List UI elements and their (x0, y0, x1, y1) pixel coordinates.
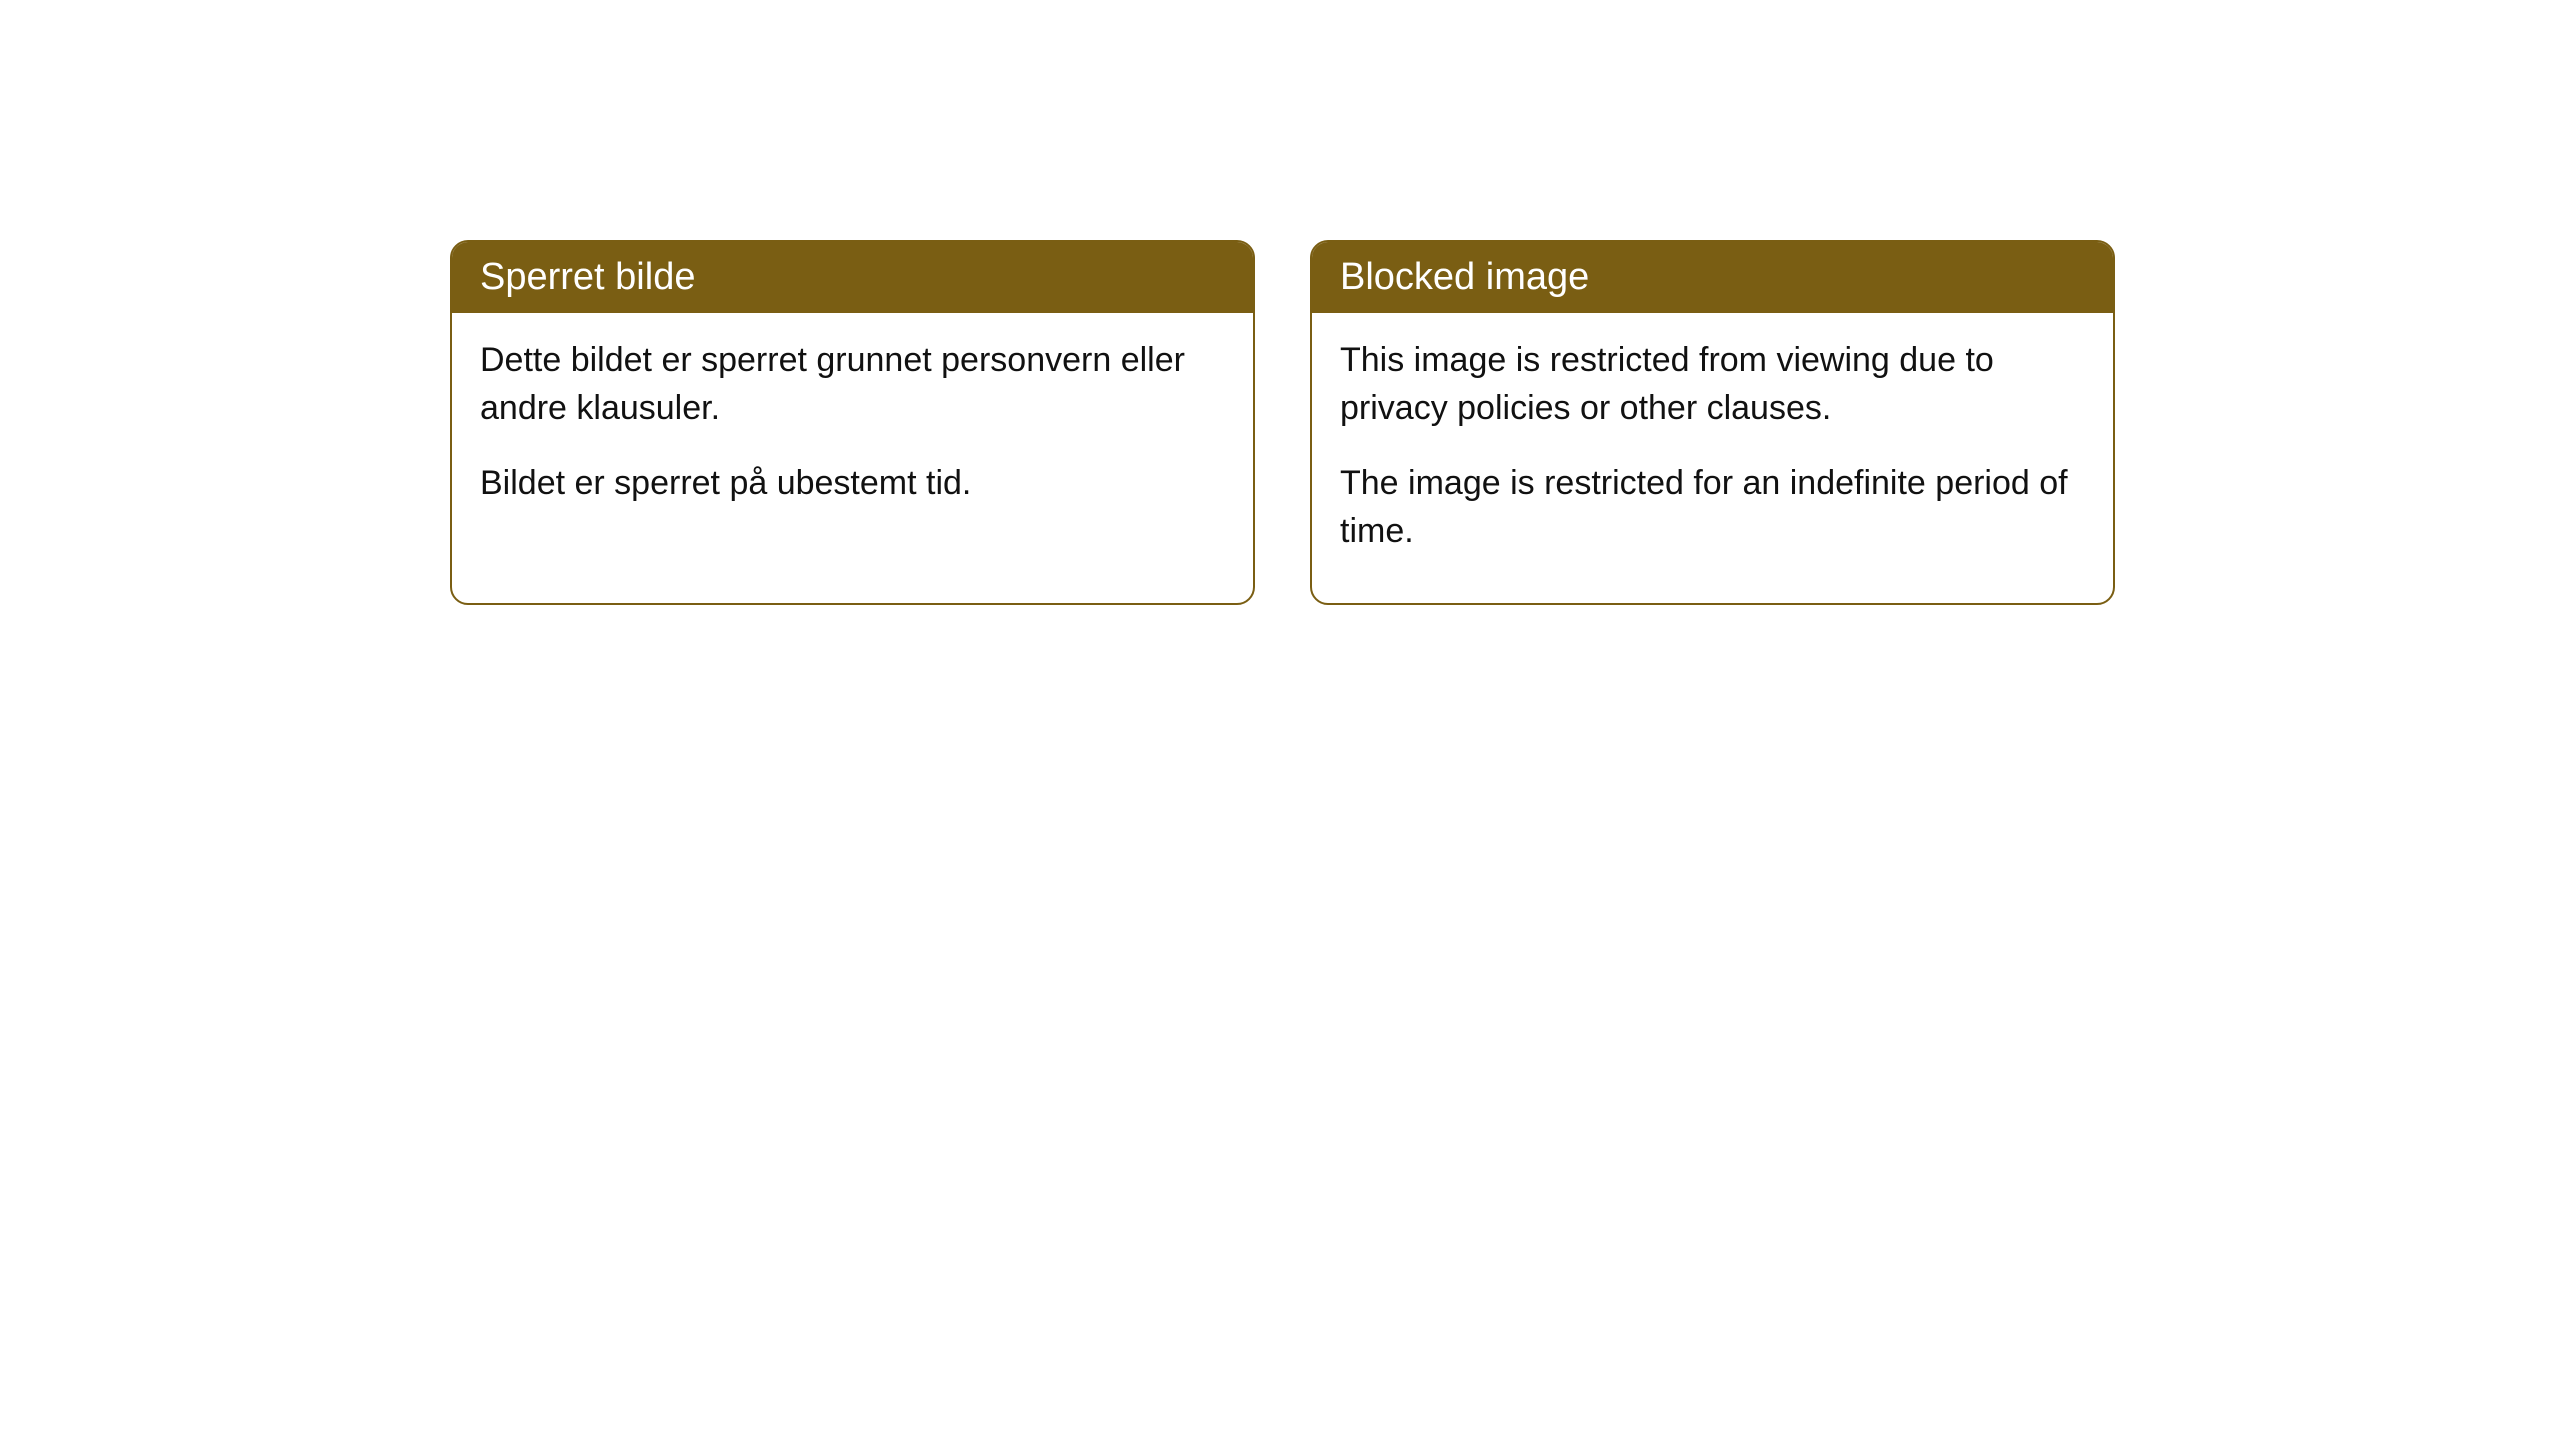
card-paragraph: Bildet er sperret på ubestemt tid. (480, 460, 1225, 508)
notice-cards-container: Sperret bilde Dette bildet er sperret gr… (450, 240, 2115, 605)
card-title: Blocked image (1340, 256, 1589, 298)
card-body-english: This image is restricted from viewing du… (1312, 313, 2113, 603)
card-header-english: Blocked image (1312, 242, 2113, 313)
card-header-norwegian: Sperret bilde (452, 242, 1253, 313)
notice-card-norwegian: Sperret bilde Dette bildet er sperret gr… (450, 240, 1255, 605)
card-paragraph: The image is restricted for an indefinit… (1340, 460, 2085, 555)
card-paragraph: This image is restricted from viewing du… (1340, 337, 2085, 432)
card-body-norwegian: Dette bildet er sperret grunnet personve… (452, 313, 1253, 556)
card-paragraph: Dette bildet er sperret grunnet personve… (480, 337, 1225, 432)
notice-card-english: Blocked image This image is restricted f… (1310, 240, 2115, 605)
card-title: Sperret bilde (480, 256, 695, 298)
